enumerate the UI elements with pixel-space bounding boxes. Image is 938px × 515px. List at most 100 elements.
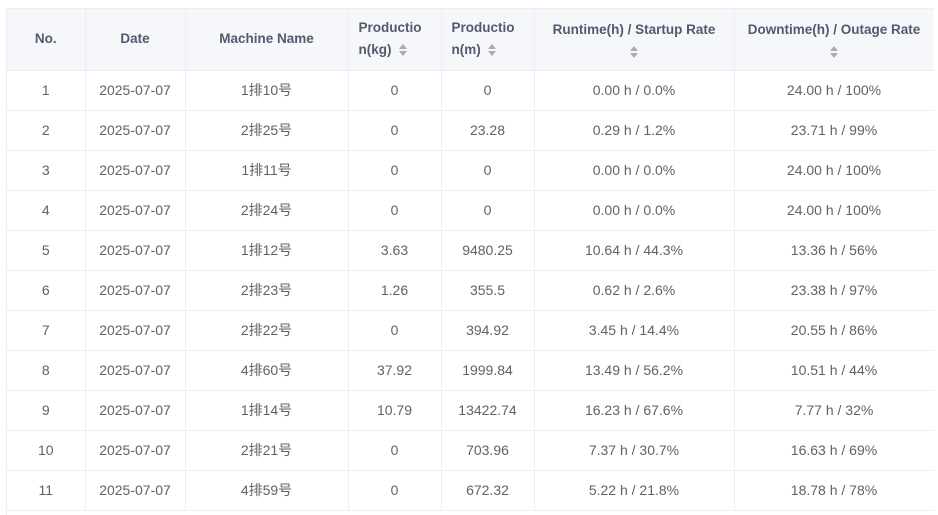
cell-runtime: 3.45 h / 14.4% — [534, 310, 735, 351]
header-production-kg-label-1: Productio — [358, 20, 422, 36]
cell-production-m: 1999.84 — [441, 350, 535, 391]
cell-runtime: 0.00 h / 0.0% — [534, 190, 735, 231]
table-row[interactable]: 6 2025-07-07 2排23号 1.26 355.5 0.62 h / 2.6% 23… — [7, 270, 934, 311]
header-production-m[interactable]: Productio n(m) — [441, 9, 535, 71]
cell-production-m: 0 — [441, 70, 535, 111]
cell-production-kg: 0 — [348, 310, 442, 351]
header-production-m-label-2: n(m) — [451, 42, 481, 58]
table-row[interactable]: 2 2025-07-07 2排25号 0 23.28 0.29 h / 1.2% 23.71… — [7, 110, 934, 151]
table-row[interactable]: 3 2025-07-07 1排11号 0 0 0.00 h / 0.0% 24.00 h /… — [7, 150, 934, 191]
table-row[interactable]: 4 2025-07-07 2排24号 0 0 0.00 h / 0.0% 24.00 h /… — [7, 190, 934, 231]
header-production-kg[interactable]: Productio n(kg) — [348, 9, 442, 71]
cell-no: 6 — [7, 270, 86, 311]
sort-caret-icon[interactable] — [829, 45, 839, 59]
cell-production-kg: 1.26 — [348, 270, 442, 311]
data-table: No. Date Machine Name Productio n(kg) Pr… — [7, 9, 934, 511]
table-row[interactable]: 8 2025-07-07 4排60号 37.92 1999.84 13.49 h / 56… — [7, 350, 934, 391]
cell-date: 2025-07-07 — [85, 390, 186, 431]
cell-machine-name: 2排23号 — [185, 270, 349, 311]
cell-date: 2025-07-07 — [85, 70, 186, 111]
header-row: No. Date Machine Name Productio n(kg) Pr… — [7, 9, 934, 71]
cell-runtime: 0.00 h / 0.0% — [534, 70, 735, 111]
cell-runtime: 16.23 h / 67.6% — [534, 390, 735, 431]
header-production-kg-label-2: n(kg) — [358, 42, 392, 58]
cell-downtime: 18.78 h / 78% — [734, 470, 934, 511]
cell-no: 9 — [7, 390, 86, 431]
header-machine-name: Machine Name — [185, 9, 349, 71]
cell-date: 2025-07-07 — [85, 110, 186, 151]
cell-production-m: 355.5 — [441, 270, 535, 311]
header-downtime-label: Downtime(h) / Outage Rate — [747, 22, 921, 38]
cell-machine-name: 1排12号 — [185, 230, 349, 271]
cell-production-m: 23.28 — [441, 110, 535, 151]
header-date: Date — [85, 9, 186, 71]
cell-downtime: 16.63 h / 69% — [734, 430, 934, 471]
cell-runtime: 0.00 h / 0.0% — [534, 150, 735, 191]
production-table: No. Date Machine Name Productio n(kg) Pr… — [6, 8, 934, 515]
cell-production-kg: 10.79 — [348, 390, 442, 431]
table-row[interactable]: 11 2025-07-07 4排59号 0 672.32 5.22 h / 21.8% 18… — [7, 470, 934, 511]
cell-downtime: 24.00 h / 100% — [734, 190, 934, 231]
cell-machine-name: 4排60号 — [185, 350, 349, 391]
sort-caret-icon[interactable] — [487, 43, 497, 57]
table-row[interactable]: 5 2025-07-07 1排12号 3.63 9480.25 10.64 h / 44.… — [7, 230, 934, 271]
cell-date: 2025-07-07 — [85, 270, 186, 311]
table-row[interactable]: 9 2025-07-07 1排14号 10.79 13422.74 16.23 h / 6… — [7, 390, 934, 431]
cell-machine-name: 2排24号 — [185, 190, 349, 231]
cell-no: 4 — [7, 190, 86, 231]
header-production-m-label-1: Productio — [451, 20, 515, 36]
cell-downtime: 24.00 h / 100% — [734, 150, 934, 191]
cell-production-kg: 0 — [348, 150, 442, 191]
cell-machine-name: 2排22号 — [185, 310, 349, 351]
cell-downtime: 13.36 h / 56% — [734, 230, 934, 271]
table-header: No. Date Machine Name Productio n(kg) Pr… — [7, 9, 934, 71]
sort-caret-icon[interactable] — [398, 43, 408, 57]
cell-no: 2 — [7, 110, 86, 151]
cell-production-kg: 0 — [348, 470, 442, 511]
cell-no: 1 — [7, 70, 86, 111]
cell-downtime: 10.51 h / 44% — [734, 350, 934, 391]
cell-downtime: 23.38 h / 97% — [734, 270, 934, 311]
cell-no: 8 — [7, 350, 86, 391]
cell-no: 5 — [7, 230, 86, 271]
cell-production-m: 703.96 — [441, 430, 535, 471]
cell-no: 3 — [7, 150, 86, 191]
cell-production-m: 9480.25 — [441, 230, 535, 271]
cell-date: 2025-07-07 — [85, 350, 186, 391]
cell-date: 2025-07-07 — [85, 470, 186, 511]
cell-downtime: 24.00 h / 100% — [734, 70, 934, 111]
cell-date: 2025-07-07 — [85, 230, 186, 271]
cell-production-kg: 37.92 — [348, 350, 442, 391]
cell-no: 11 — [7, 470, 86, 511]
cell-runtime: 0.62 h / 2.6% — [534, 270, 735, 311]
table-row[interactable]: 1 2025-07-07 1排10号 0 0 0.00 h / 0.0% 24.00 h /… — [7, 70, 934, 111]
cell-date: 2025-07-07 — [85, 430, 186, 471]
header-runtime[interactable]: Runtime(h) / Startup Rate — [534, 9, 735, 71]
sort-caret-icon[interactable] — [629, 45, 639, 59]
cell-no: 7 — [7, 310, 86, 351]
cell-production-m: 0 — [441, 190, 535, 231]
cell-date: 2025-07-07 — [85, 150, 186, 191]
header-no: No. — [7, 9, 86, 71]
cell-production-kg: 0 — [348, 70, 442, 111]
table-row[interactable]: 10 2025-07-07 2排21号 0 703.96 7.37 h / 30.7% 16… — [7, 430, 934, 471]
table-row[interactable]: 7 2025-07-07 2排22号 0 394.92 3.45 h / 14.4% 20.… — [7, 310, 934, 351]
cell-downtime: 7.77 h / 32% — [734, 390, 934, 431]
cell-machine-name: 1排10号 — [185, 70, 349, 111]
cell-production-m: 672.32 — [441, 470, 535, 511]
cell-production-kg: 3.63 — [348, 230, 442, 271]
cell-machine-name: 1排14号 — [185, 390, 349, 431]
cell-runtime: 7.37 h / 30.7% — [534, 430, 735, 471]
cell-production-kg: 0 — [348, 190, 442, 231]
cell-runtime: 0.29 h / 1.2% — [534, 110, 735, 151]
cell-runtime: 10.64 h / 44.3% — [534, 230, 735, 271]
cell-production-m: 394.92 — [441, 310, 535, 351]
cell-production-kg: 0 — [348, 110, 442, 151]
cell-no: 10 — [7, 430, 86, 471]
cell-production-m: 13422.74 — [441, 390, 535, 431]
cell-production-kg: 0 — [348, 430, 442, 471]
cell-downtime: 20.55 h / 86% — [734, 310, 934, 351]
cell-runtime: 13.49 h / 56.2% — [534, 350, 735, 391]
table-body: 1 2025-07-07 1排10号 0 0 0.00 h / 0.0% 24.00 h /… — [7, 70, 934, 511]
header-downtime[interactable]: Downtime(h) / Outage Rate — [734, 9, 934, 71]
